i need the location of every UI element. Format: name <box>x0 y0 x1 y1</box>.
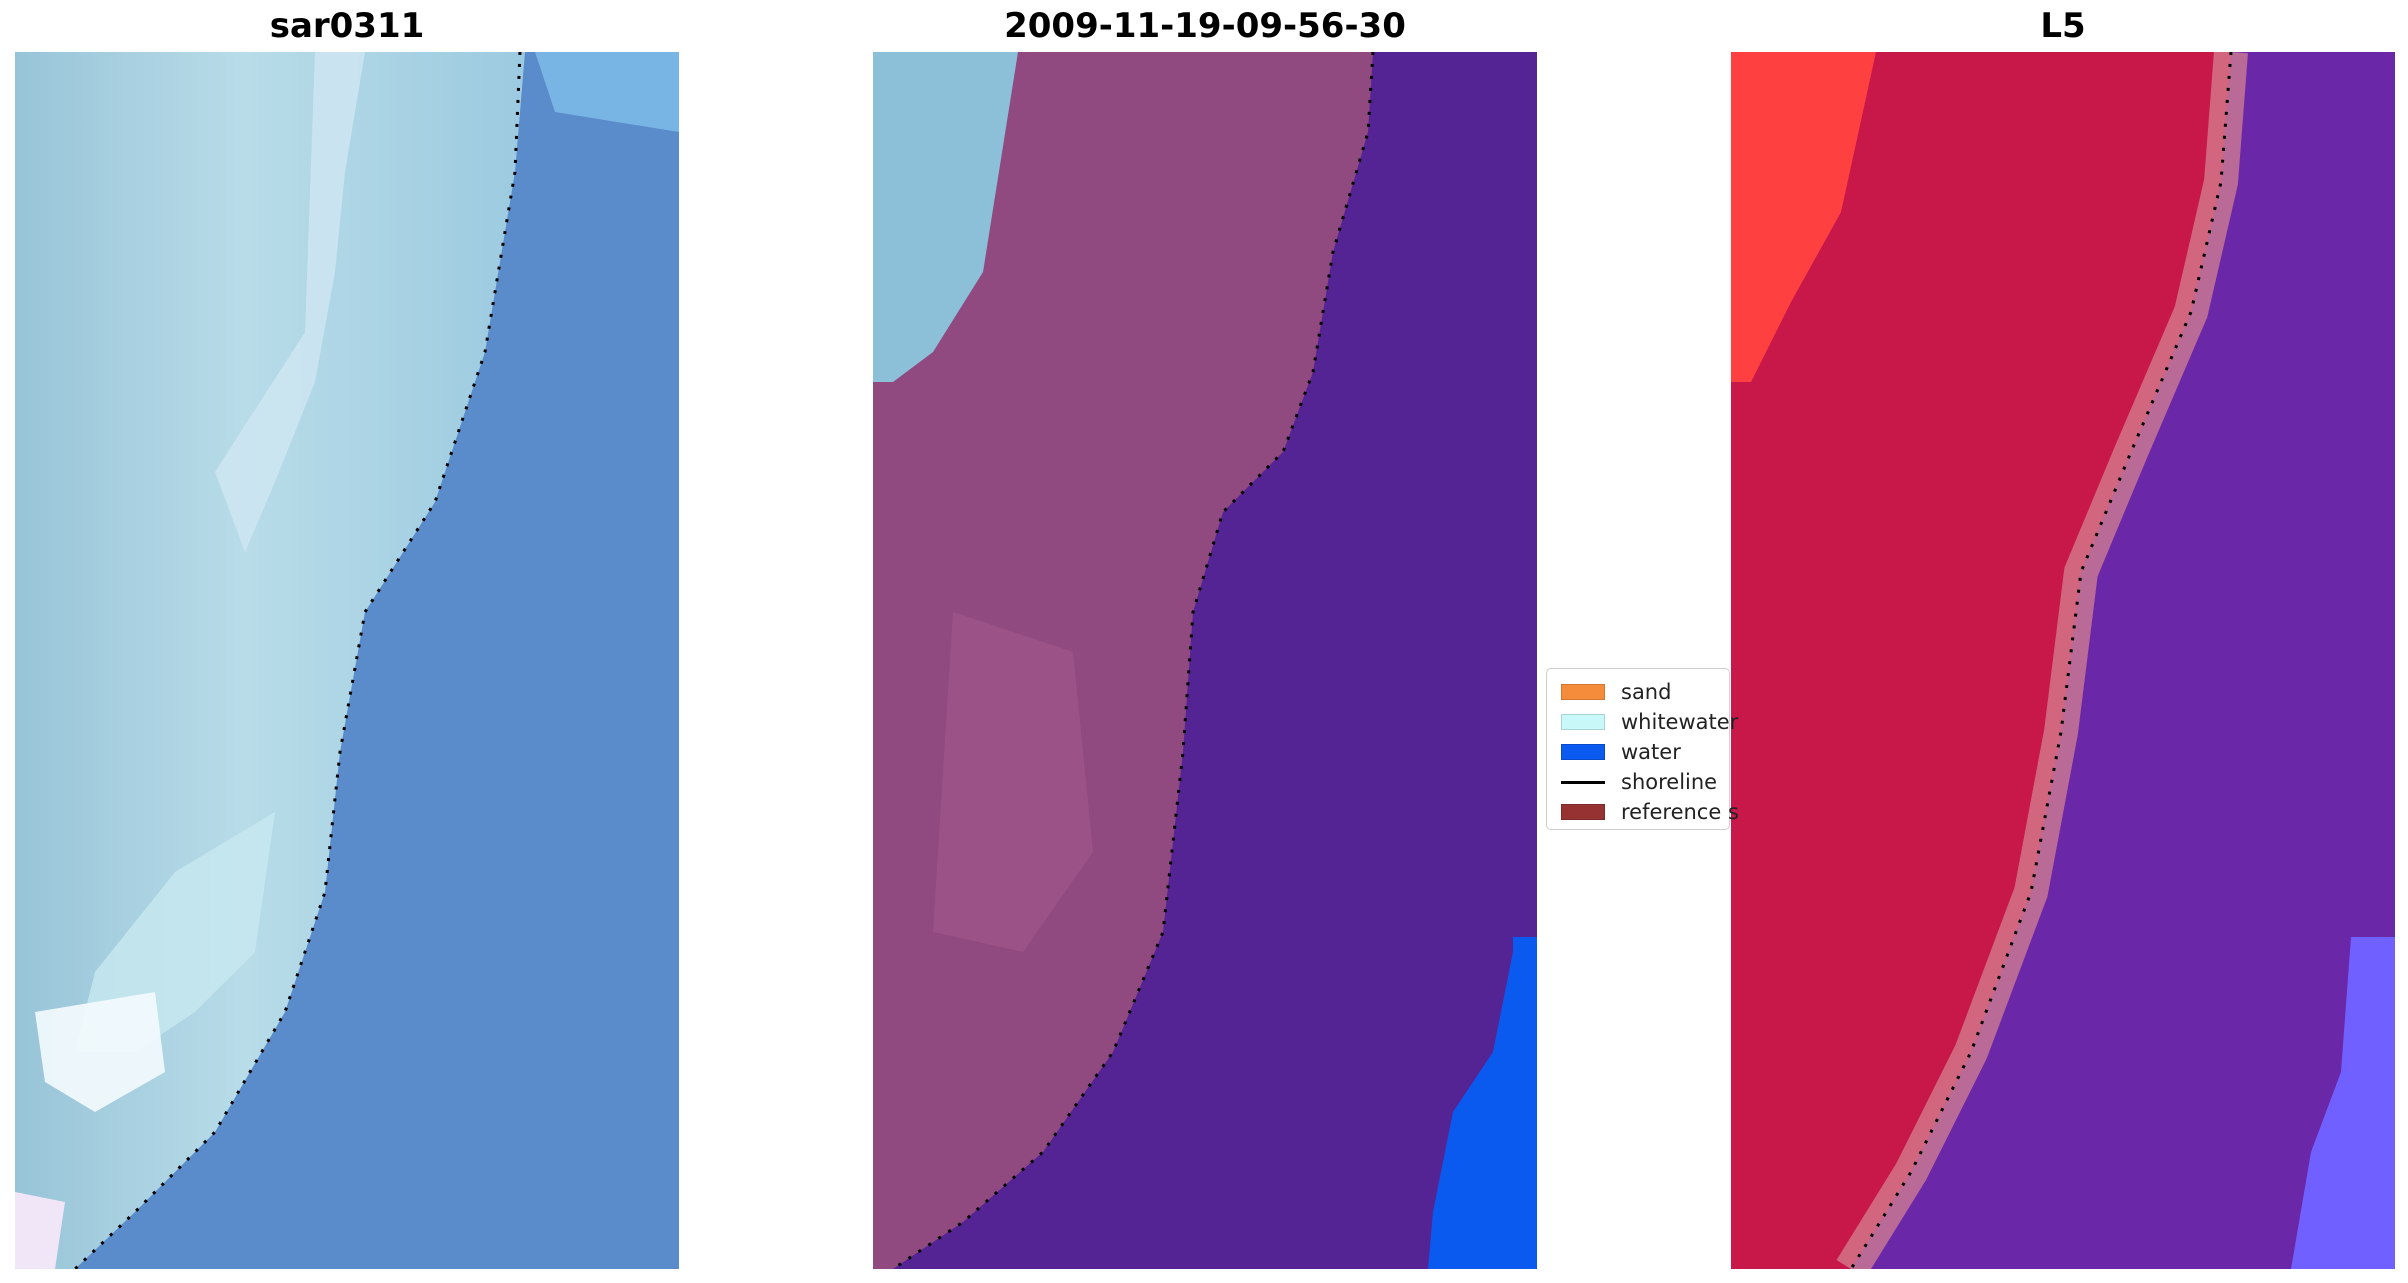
legend-item-shoreline: shoreline <box>1555 767 1729 797</box>
reference-swatch <box>1561 804 1605 820</box>
legend-label: shoreline <box>1621 770 1718 794</box>
legend-item-reference: reference s <box>1555 797 1739 827</box>
shoreline-line-icon <box>1561 781 1605 784</box>
legend-item-water: water <box>1555 737 1729 767</box>
sand-swatch <box>1561 684 1605 700</box>
panel-title-rgb: sar0311 <box>269 6 425 46</box>
panel-title-index: L5 <box>2040 6 2086 46</box>
water-swatch <box>1561 744 1605 760</box>
legend-label: reference s <box>1621 800 1739 824</box>
legend-item-sand: sand <box>1555 677 1729 707</box>
legend-item-whitewater: whitewater <box>1555 707 1738 737</box>
legend-label: sand <box>1621 680 1672 704</box>
classified-image-panel <box>873 52 1537 1269</box>
index-image <box>1731 52 2395 1269</box>
whitewater-swatch <box>1561 714 1605 730</box>
legend-label: whitewater <box>1621 710 1739 734</box>
rgb-image <box>15 52 679 1269</box>
classified-image <box>873 52 1537 1269</box>
rgb-image-panel <box>15 52 679 1269</box>
panel-title-classified: 2009-11-19-09-56-30 <box>1004 6 1406 46</box>
index-image-panel <box>1731 52 2395 1269</box>
legend-label: water <box>1621 740 1681 764</box>
legend: sand whitewater water shoreline referenc… <box>1546 668 1739 830</box>
